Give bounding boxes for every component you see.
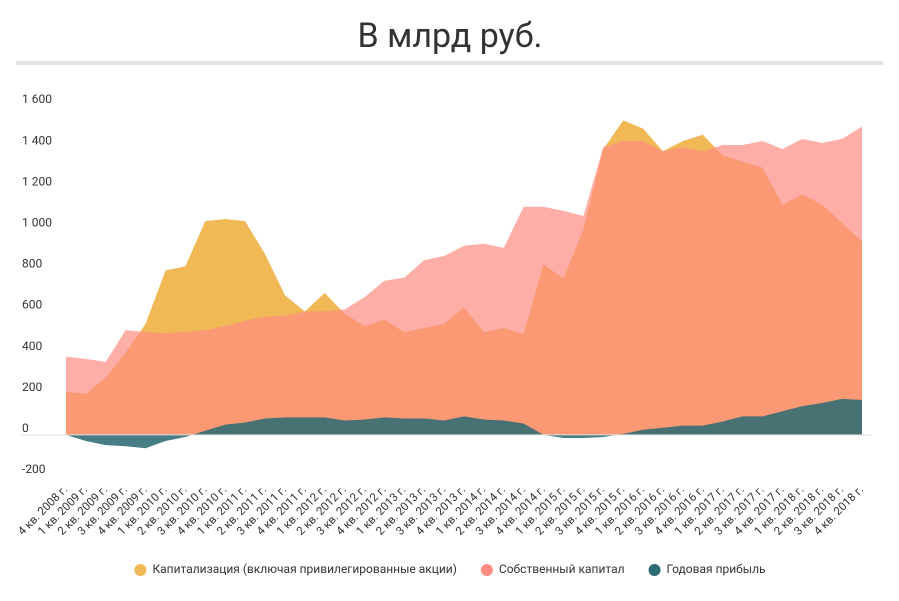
legend-swatch bbox=[648, 564, 661, 576]
legend-swatch bbox=[480, 564, 493, 576]
legend-label: Капитализация (включая привилегированные… bbox=[152, 562, 456, 576]
y-tick-label: 1 600 bbox=[22, 92, 52, 106]
y-tick-label: 800 bbox=[22, 257, 42, 271]
legend-swatch bbox=[134, 564, 147, 576]
y-tick-label: -200 bbox=[22, 462, 46, 476]
y-tick-label: 600 bbox=[22, 298, 42, 312]
y-tick-label: 200 bbox=[22, 380, 42, 394]
y-tick-label: 1 200 bbox=[22, 174, 52, 188]
title-rule bbox=[16, 61, 883, 65]
y-tick-label: 0 bbox=[22, 421, 29, 435]
legend-label: Годовая прибыль bbox=[667, 562, 766, 576]
y-tick-label: 1 400 bbox=[22, 133, 52, 147]
area bbox=[66, 398, 862, 449]
legend-label: Собственный капитал bbox=[499, 562, 625, 576]
y-tick-label: 1 000 bbox=[22, 216, 52, 230]
chart-title: В млрд руб. bbox=[357, 16, 542, 56]
y-tick-label: 400 bbox=[22, 339, 42, 353]
legend: Капитализация (включая привилегированные… bbox=[134, 562, 766, 576]
area bbox=[66, 126, 862, 435]
